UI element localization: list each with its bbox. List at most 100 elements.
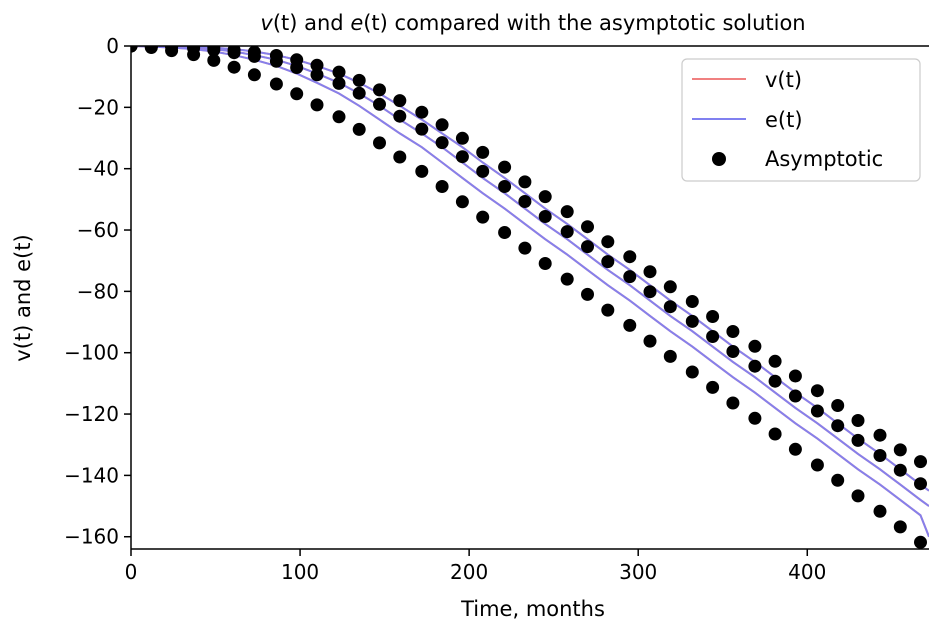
- asymptotic-point: [788, 442, 802, 456]
- asymptotic-point: [207, 46, 221, 57]
- asymptotic-point: [352, 122, 366, 136]
- asymptotic-point: [663, 280, 677, 294]
- asymptotic-point: [310, 98, 324, 112]
- asymptotic-point: [393, 109, 407, 123]
- series-line-5: [131, 46, 929, 538]
- x-ticks: 0 100 200 300 400: [125, 549, 826, 584]
- y-ticks: 0 −20 −40 −60 −80 −100 −120 −140 −160: [64, 34, 131, 549]
- asymptotic-point: [601, 235, 615, 249]
- title-part-and: and: [297, 11, 350, 35]
- asymptotic-point: [393, 94, 407, 108]
- asymptotic-point: [393, 150, 407, 164]
- asymptotic-point: [581, 287, 594, 301]
- x-tick-label: 300: [619, 560, 657, 584]
- legend: v(t) e(t) Asymptotic: [681, 58, 921, 182]
- title-part-v: v: [260, 11, 273, 35]
- title-part-rest: compared with the asymptotic solution: [388, 11, 806, 35]
- asymptotic-point: [352, 73, 366, 87]
- asymptotic-point: [893, 443, 907, 457]
- asymptotic-point: [269, 77, 283, 91]
- title-part-t2: (t): [363, 11, 388, 35]
- x-tick-label: 100: [281, 560, 319, 584]
- asymptotic-point: [269, 54, 283, 68]
- y-tick-label: −120: [64, 402, 119, 426]
- asymptotic-point: [498, 226, 512, 239]
- asymptotic-point: [247, 68, 261, 82]
- asymptotic-point: [207, 53, 221, 67]
- asymptotic-point: [144, 46, 158, 54]
- asymptotic-point: [247, 49, 261, 63]
- asymptotic-point: [373, 136, 386, 150]
- asymptotic-point: [726, 325, 740, 338]
- asymptotic-point: [476, 210, 490, 224]
- x-tick-label: 400: [788, 560, 826, 584]
- series-layer: [131, 46, 929, 538]
- y-tick-label: 0: [106, 34, 119, 58]
- asymptotic-point: [706, 380, 720, 394]
- asymptotic-point: [643, 265, 657, 279]
- asymptotic-point: [165, 46, 179, 58]
- asymptotic-point: [601, 255, 615, 269]
- asymptotic-point: [768, 427, 782, 441]
- asymptotic-points-layer: [131, 46, 927, 549]
- asymptotic-point: [373, 83, 386, 97]
- asymptotic-point: [310, 58, 324, 72]
- asymptotic-point: [643, 285, 657, 299]
- asymptotic-point: [560, 272, 574, 286]
- asymptotic-point: [227, 60, 241, 74]
- asymptotic-point: [290, 61, 304, 74]
- asymptotic-point: [831, 399, 845, 412]
- asymptotic-point: [623, 270, 637, 284]
- asymptotic-point: [332, 76, 346, 90]
- asymptotic-point: [873, 504, 887, 518]
- asymptotic-point: [748, 339, 762, 353]
- asymptotic-point: [893, 463, 907, 477]
- asymptotic-point: [352, 86, 366, 100]
- y-tick-label: −160: [64, 525, 119, 549]
- series-line-1: [131, 46, 929, 507]
- asymptotic-point: [415, 164, 429, 178]
- asymptotic-point: [498, 160, 512, 174]
- asymptotic-point: [851, 489, 865, 503]
- asymptotic-point: [768, 354, 782, 368]
- y-tick-label: −100: [64, 341, 119, 365]
- series-line-3: [131, 46, 929, 492]
- asymptotic-point: [498, 180, 512, 193]
- asymptotic-point: [726, 345, 740, 358]
- asymptotic-point: [538, 190, 552, 204]
- y-tick-label: −20: [77, 95, 119, 119]
- asymptotic-point: [518, 241, 532, 255]
- asymptotic-point: [768, 374, 782, 388]
- asymptotic-point: [685, 295, 699, 308]
- asymptotic-point: [810, 404, 824, 418]
- y-tick-label: −140: [64, 463, 119, 487]
- asymptotic-point: [748, 411, 762, 425]
- asymptotic-point: [581, 220, 594, 234]
- asymptotic-point: [476, 164, 490, 178]
- x-tick-label: 0: [125, 560, 138, 584]
- asymptotic-point: [187, 48, 201, 62]
- title-part-e: e: [350, 11, 363, 35]
- asymptotic-point: [538, 210, 552, 223]
- x-axis-title: Time, months: [460, 597, 605, 621]
- asymptotic-point: [332, 65, 346, 79]
- legend-swatch-asymptotic: [712, 152, 726, 166]
- legend-frame: [681, 58, 921, 182]
- chart-title: v(t) and e(t) compared with the asymptot…: [260, 11, 805, 35]
- title-part-t1: (t): [273, 11, 298, 35]
- asymptotic-point: [538, 257, 552, 270]
- asymptotic-point: [810, 384, 824, 398]
- asymptotic-point: [518, 195, 532, 208]
- asymptotic-point: [623, 318, 637, 332]
- legend-label-e: e(t): [765, 108, 803, 132]
- y-tick-label: −60: [77, 218, 119, 242]
- asymptotic-point: [810, 458, 824, 472]
- asymptotic-point: [332, 110, 346, 124]
- asymptotic-point: [873, 428, 887, 442]
- asymptotic-point: [560, 225, 574, 239]
- asymptotic-point: [706, 330, 720, 343]
- asymptotic-point: [893, 520, 907, 534]
- asymptotic-point: [435, 180, 449, 193]
- asymptotic-point: [831, 473, 845, 487]
- asymptotic-point: [581, 240, 594, 254]
